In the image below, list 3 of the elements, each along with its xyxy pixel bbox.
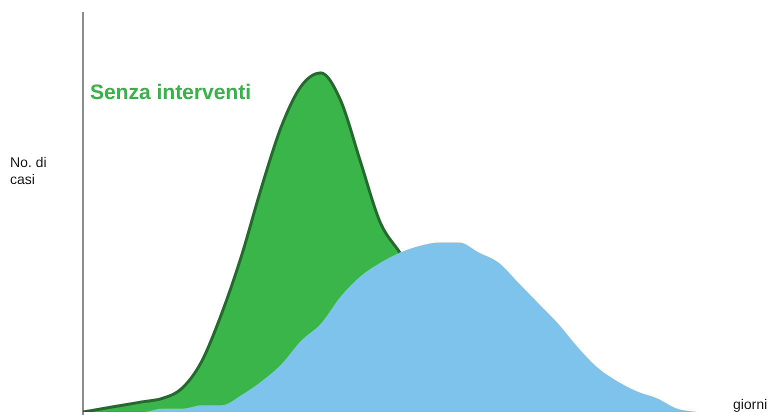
- series-label: Senza interventi: [90, 81, 252, 104]
- y-axis-title: No. di casi: [10, 154, 48, 188]
- x-axis-title: giorni: [733, 396, 768, 412]
